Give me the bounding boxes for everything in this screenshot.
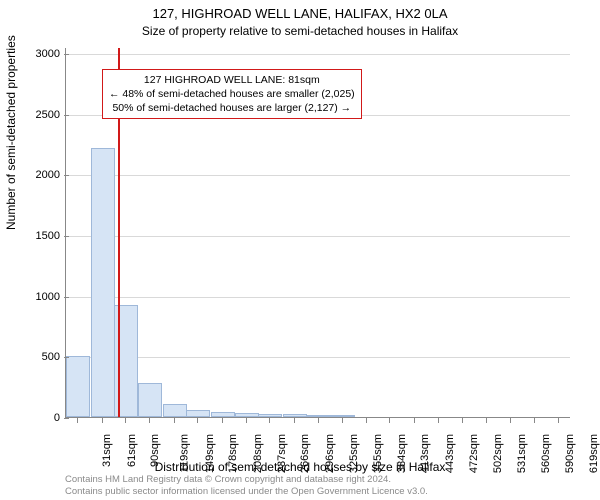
x-tick-mark bbox=[197, 418, 198, 423]
x-axis-label: Distribution of semi-detached houses by … bbox=[0, 460, 600, 474]
y-tick-label: 1000 bbox=[0, 291, 60, 303]
histogram-bar bbox=[186, 410, 210, 417]
chart-title-main: 127, HIGHROAD WELL LANE, HALIFAX, HX2 0L… bbox=[0, 6, 600, 21]
y-tick-mark bbox=[64, 418, 69, 419]
x-tick-mark bbox=[462, 418, 463, 423]
x-tick-mark bbox=[558, 418, 559, 423]
x-tick-mark bbox=[269, 418, 270, 423]
plot-area: 127 HIGHROAD WELL LANE: 81sqm← 48% of se… bbox=[65, 48, 570, 418]
footer-line-2: Contains public sector information licen… bbox=[65, 486, 428, 497]
gridline bbox=[66, 236, 570, 237]
x-tick-mark bbox=[149, 418, 150, 423]
y-tick-label: 1500 bbox=[0, 230, 60, 242]
y-tick-label: 2500 bbox=[0, 109, 60, 121]
footer-attribution: Contains HM Land Registry data © Crown c… bbox=[65, 474, 428, 497]
annotation-line-1: 127 HIGHROAD WELL LANE: 81sqm bbox=[109, 73, 355, 87]
x-tick-mark bbox=[486, 418, 487, 423]
x-tick-mark bbox=[246, 418, 247, 423]
gridline bbox=[66, 175, 570, 176]
histogram-bar bbox=[66, 356, 90, 417]
annotation-line-3: 50% of semi-detached houses are larger (… bbox=[109, 101, 355, 115]
x-tick-mark bbox=[102, 418, 103, 423]
x-tick-mark bbox=[534, 418, 535, 423]
x-tick-mark bbox=[174, 418, 175, 423]
x-tick-mark bbox=[342, 418, 343, 423]
histogram-bar bbox=[91, 148, 115, 417]
y-tick-mark bbox=[64, 236, 69, 237]
x-tick-mark bbox=[389, 418, 390, 423]
histogram-bar bbox=[283, 414, 307, 417]
footer-line-1: Contains HM Land Registry data © Crown c… bbox=[65, 474, 428, 485]
y-tick-mark bbox=[64, 175, 69, 176]
y-tick-label: 500 bbox=[0, 351, 60, 363]
x-tick-mark bbox=[77, 418, 78, 423]
chart-title-sub: Size of property relative to semi-detach… bbox=[0, 24, 600, 38]
histogram-bar bbox=[211, 412, 235, 417]
annotation-line-2: ← 48% of semi-detached houses are smalle… bbox=[109, 87, 355, 101]
x-tick-mark bbox=[294, 418, 295, 423]
y-tick-mark bbox=[64, 357, 69, 358]
x-tick-mark bbox=[414, 418, 415, 423]
gridline bbox=[66, 357, 570, 358]
histogram-bar bbox=[163, 404, 187, 417]
x-tick-mark bbox=[318, 418, 319, 423]
x-tick-mark bbox=[222, 418, 223, 423]
histogram-bar bbox=[235, 413, 259, 417]
x-tick-mark bbox=[510, 418, 511, 423]
gridline bbox=[66, 297, 570, 298]
y-tick-mark bbox=[64, 54, 69, 55]
y-tick-label: 2000 bbox=[0, 169, 60, 181]
y-tick-mark bbox=[64, 115, 69, 116]
x-tick-mark bbox=[366, 418, 367, 423]
histogram-bar bbox=[138, 383, 162, 417]
annotation-box: 127 HIGHROAD WELL LANE: 81sqm← 48% of se… bbox=[102, 69, 362, 120]
y-tick-label: 3000 bbox=[0, 48, 60, 60]
histogram-bar bbox=[258, 414, 282, 417]
y-tick-label: 0 bbox=[0, 412, 60, 424]
x-tick-mark bbox=[438, 418, 439, 423]
histogram-bar bbox=[306, 415, 330, 417]
y-tick-mark bbox=[64, 297, 69, 298]
chart-container: 127, HIGHROAD WELL LANE, HALIFAX, HX2 0L… bbox=[0, 0, 600, 500]
gridline bbox=[66, 54, 570, 55]
histogram-bar bbox=[331, 415, 355, 417]
x-tick-mark bbox=[125, 418, 126, 423]
y-axis-label: Number of semi-detached properties bbox=[4, 35, 18, 230]
